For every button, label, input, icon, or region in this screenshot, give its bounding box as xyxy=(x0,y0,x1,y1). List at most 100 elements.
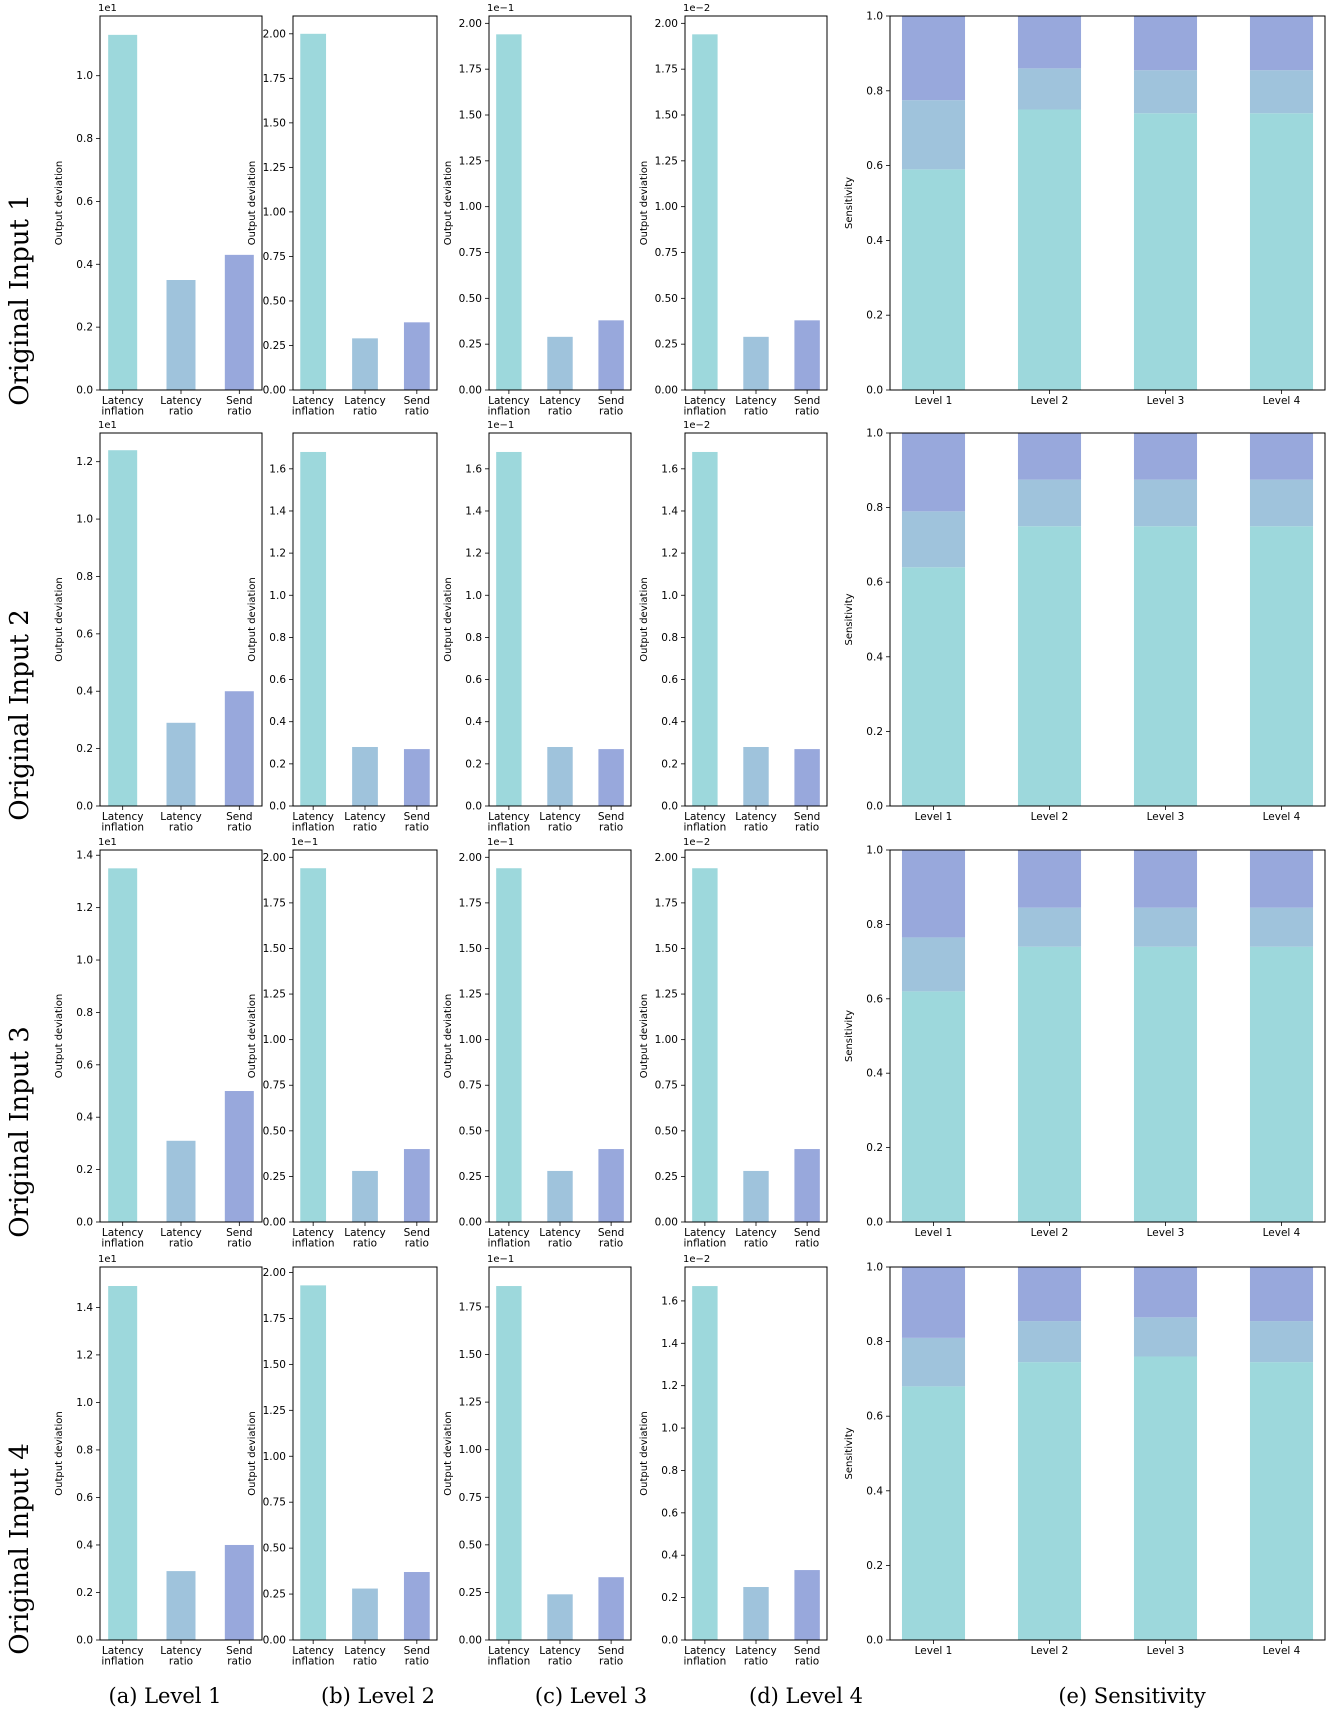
y-axis-label: Output deviation xyxy=(443,577,454,661)
y-tick-label: 1.2 xyxy=(76,1349,93,1361)
stacked-segment xyxy=(901,1267,966,1338)
y-tick-label: 0.00 xyxy=(263,385,286,397)
x-tick-label: Latency ratio xyxy=(539,811,581,834)
y-tick-label: 1.4 xyxy=(661,505,678,517)
x-tick-label: Level 4 xyxy=(1263,395,1301,407)
y-tick-label: 1.2 xyxy=(76,456,93,468)
chart-r3c3: Latency inflation Latency ratio Send ratio 1e−… xyxy=(443,837,632,1250)
y-tick-label: 0.25 xyxy=(459,1171,482,1183)
y-tick-label: 0.0 xyxy=(866,1635,883,1647)
y-tick-label: 1.00 xyxy=(263,206,286,218)
y-tick-label: 0.6 xyxy=(661,674,678,686)
y-tick-label: 0.6 xyxy=(76,1492,93,1504)
x-tick-label: Level 1 xyxy=(915,1645,953,1657)
x-tick-label: Latency ratio xyxy=(344,1645,386,1668)
y-tick-label: 0.0 xyxy=(76,801,93,813)
y-tick-label: 0.4 xyxy=(661,1550,678,1562)
y-tick-label: 1.00 xyxy=(655,201,678,213)
y-tick-label: 0.75 xyxy=(655,247,678,259)
y-axis-label: Output deviation xyxy=(443,1411,454,1495)
y-axis-label: Output deviation xyxy=(247,994,258,1078)
x-tick-label: Latency ratio xyxy=(735,1227,777,1250)
y-tick-label: 0.00 xyxy=(655,1217,678,1229)
y-tick-label: 1.50 xyxy=(263,117,286,129)
bar xyxy=(352,1588,378,1640)
y-tick-label: 0.50 xyxy=(263,295,286,307)
y-tick-label: 0.4 xyxy=(866,651,883,663)
stacked-segment xyxy=(1017,433,1082,480)
axes-frame xyxy=(488,849,632,1223)
y-tick-label: 0.0 xyxy=(661,1635,678,1647)
y-tick-label: 0.8 xyxy=(866,85,883,97)
x-tick-label: Send ratio xyxy=(226,811,252,834)
bar xyxy=(547,746,573,806)
bar xyxy=(794,320,820,390)
y-tick-label: 1.4 xyxy=(76,850,93,862)
bar xyxy=(743,336,769,390)
x-tick-label: Latency inflation xyxy=(488,1645,531,1668)
y-tick-label: 1.0 xyxy=(661,1423,678,1435)
y-tick-label: 0.4 xyxy=(76,1112,93,1124)
stacked-segment xyxy=(901,16,966,101)
y-tick-label: 0.00 xyxy=(263,1217,286,1229)
stacked-segment xyxy=(1017,907,1082,947)
y-tick-label: 1.0 xyxy=(866,11,883,23)
chart-r1c1: Latency inflation Latency ratio Send ratio 1e1… xyxy=(54,3,263,418)
offset-label: 1e−2 xyxy=(683,420,710,431)
bar xyxy=(496,1286,522,1640)
x-tick-label: Level 3 xyxy=(1147,1645,1185,1657)
y-tick-label: 0.0 xyxy=(661,801,678,813)
x-tick-label: Send ratio xyxy=(404,1227,430,1250)
y-tick-label: 0.4 xyxy=(465,716,482,728)
x-tick-label: Level 2 xyxy=(1031,1227,1069,1239)
y-tick-label: 1.0 xyxy=(866,845,883,857)
x-tick-label: Level 3 xyxy=(1147,1227,1185,1239)
stacked-segment xyxy=(1133,946,1198,1222)
y-tick-label: 1.0 xyxy=(465,590,482,602)
axes-frame xyxy=(99,849,263,1223)
axes-frame xyxy=(99,15,263,391)
bar xyxy=(224,254,254,390)
y-axis-label: Output deviation xyxy=(54,161,65,245)
x-tick-label: Send ratio xyxy=(404,811,430,834)
offset-label: 1e1 xyxy=(98,837,117,848)
y-tick-label: 1.75 xyxy=(459,64,482,76)
bar xyxy=(403,749,430,806)
y-axis-label: Sensitivity xyxy=(844,177,855,229)
stacked-segment xyxy=(901,1337,966,1387)
y-tick-label: 1.0 xyxy=(76,70,93,82)
y-tick-label: 0.50 xyxy=(459,1125,482,1137)
bar xyxy=(166,1140,196,1222)
x-tick-label: Latency ratio xyxy=(344,395,386,418)
bar xyxy=(743,746,769,806)
bar xyxy=(300,868,327,1222)
y-tick-label: 1.4 xyxy=(269,505,286,517)
x-tick-label: Latency inflation xyxy=(292,1227,335,1250)
bar xyxy=(547,336,573,390)
y-tick-label: 1.25 xyxy=(459,1397,482,1409)
x-tick-label: Latency inflation xyxy=(488,1227,531,1250)
y-tick-label: 0.8 xyxy=(76,1444,93,1456)
y-tick-label: 1.4 xyxy=(76,1302,93,1314)
y-tick-label: 2.00 xyxy=(263,1267,286,1279)
bar xyxy=(403,322,430,390)
y-tick-label: 1.00 xyxy=(263,1451,286,1463)
x-tick-label: Send ratio xyxy=(404,395,430,418)
offset-label: 1e−2 xyxy=(683,837,710,848)
y-tick-label: 1.75 xyxy=(263,73,286,85)
stacked-segment xyxy=(1133,1267,1198,1318)
y-tick-label: 1.6 xyxy=(269,463,286,475)
y-axis-label: Sensitivity xyxy=(844,1010,855,1062)
offset-label: 1e1 xyxy=(98,1254,117,1265)
chart-r4c1: Latency inflation Latency ratio Send ratio 1e1… xyxy=(54,1254,263,1668)
axes-frame xyxy=(292,15,438,391)
stacked-segment xyxy=(1017,1267,1082,1322)
y-tick-label: 1.6 xyxy=(661,463,678,475)
bar xyxy=(352,746,378,806)
axes-frame xyxy=(488,1266,632,1641)
bar xyxy=(403,1572,430,1640)
y-tick-label: 1.0 xyxy=(76,955,93,967)
x-tick-label: Latency ratio xyxy=(735,1645,777,1668)
x-tick-label: Send ratio xyxy=(598,811,624,834)
y-axis-label: Output deviation xyxy=(247,161,258,245)
